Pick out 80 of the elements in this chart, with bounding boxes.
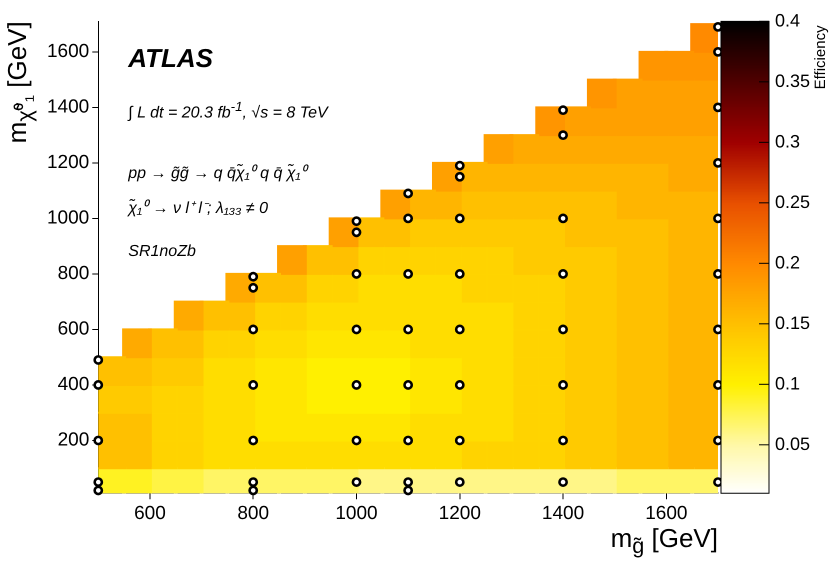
color-bar-label: 0.15	[775, 312, 810, 333]
y-tick-label: 600	[58, 318, 90, 340]
point	[638, 50, 668, 81]
point	[403, 214, 414, 224]
point	[248, 486, 258, 496]
point	[403, 188, 414, 198]
point	[248, 324, 258, 334]
point	[403, 269, 414, 279]
point	[248, 436, 258, 446]
y-tick-label: 1200	[46, 152, 90, 174]
point	[352, 269, 362, 279]
y-tick-label: 1600	[46, 41, 90, 62]
point	[558, 380, 568, 390]
point	[277, 245, 307, 275]
annotation: ATLAS	[128, 43, 213, 74]
point	[98, 356, 126, 386]
point	[454, 214, 465, 224]
color-bar-label: 0.2	[775, 252, 800, 272]
point	[558, 214, 568, 224]
color-bar-title: Efficiency	[812, 25, 829, 90]
point	[403, 477, 414, 487]
point	[352, 227, 362, 238]
point	[248, 477, 258, 487]
point	[558, 477, 568, 487]
point	[558, 436, 568, 446]
point	[352, 216, 362, 226]
annotation: pp → g̃g̃ → q q̄χ̃₁⁰ q q̄ χ̃₁⁰	[128, 163, 307, 184]
point	[558, 130, 568, 140]
x-tick-label: 600	[134, 502, 166, 524]
x-tick-label: 1600	[645, 502, 688, 524]
color-bar-label: 0.4	[775, 10, 800, 30]
y-tick-label: 800	[58, 263, 90, 284]
point	[558, 324, 568, 334]
color-bar-label: 0.1	[775, 373, 800, 394]
point	[403, 486, 414, 496]
y-tick-label: 200	[58, 430, 90, 451]
color-bar-label: 0.3	[775, 131, 800, 152]
x-tick-label: 1400	[542, 502, 584, 524]
x-tick-label: 800	[237, 502, 270, 524]
point	[690, 23, 718, 53]
point	[454, 269, 465, 279]
point	[558, 269, 568, 279]
point	[93, 486, 104, 496]
point	[454, 380, 465, 390]
point	[454, 172, 465, 182]
point	[122, 328, 152, 358]
point	[454, 160, 465, 171]
y-tick-label: 1000	[46, 208, 90, 229]
y-tick-label: 1400	[46, 96, 90, 118]
point	[352, 436, 362, 446]
x-axis-title: m$_{g̃}$ [GeV]	[610, 523, 718, 560]
point	[93, 436, 104, 446]
color-bar-label: 0.25	[775, 192, 810, 212]
point	[352, 477, 362, 487]
point	[93, 355, 104, 365]
annotation: SR1noZb	[128, 243, 196, 262]
x-tick-label: 1000	[335, 502, 378, 524]
point	[484, 134, 514, 164]
point	[454, 324, 465, 334]
point	[558, 105, 568, 116]
point	[403, 436, 414, 446]
point	[352, 324, 362, 334]
point	[454, 477, 465, 487]
point	[248, 380, 258, 390]
point	[352, 380, 362, 390]
x-tick-label: 1200	[438, 502, 481, 524]
y-tick-label: 400	[58, 374, 90, 396]
point	[454, 436, 465, 446]
annotation: ∫ L dt = 20.3 fb$^{-1}$, √s = 8 TeV	[128, 99, 328, 123]
annotation: χ̃₁⁰ → ν l⁺ l⁻; λ₁₃₃ ≠ 0	[128, 198, 268, 218]
color-bar-label: 0.35	[775, 70, 810, 91]
point	[93, 477, 104, 487]
point	[93, 380, 104, 390]
color-bar-label: 0.05	[775, 434, 810, 454]
point	[248, 282, 258, 293]
point	[403, 324, 414, 334]
point	[248, 272, 258, 282]
point	[586, 78, 617, 108]
point	[403, 380, 414, 390]
point	[174, 300, 204, 330]
